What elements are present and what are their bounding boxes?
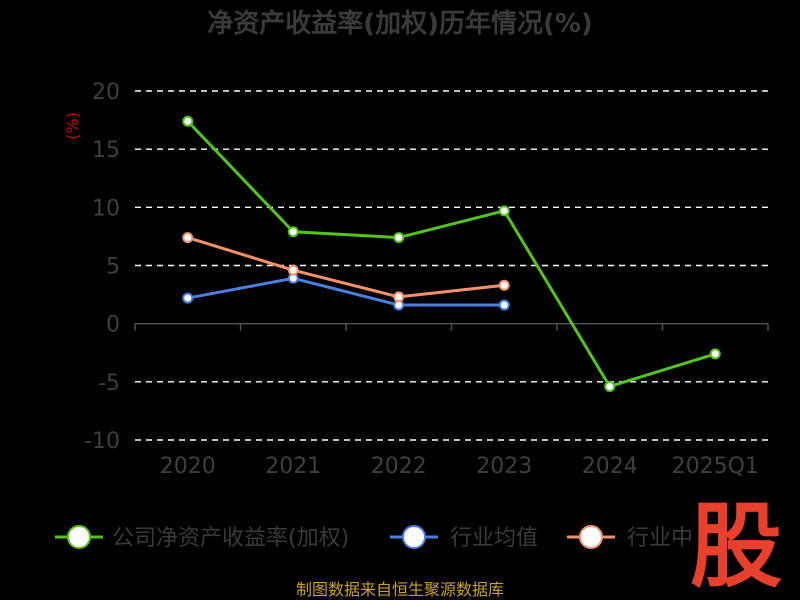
legend-item-2[interactable]: 行业均值 — [390, 525, 538, 551]
data-point — [498, 279, 510, 291]
legend-swatch-marker — [67, 525, 91, 549]
y-tick-label: -10 — [84, 429, 120, 454]
series-line — [186, 120, 716, 388]
data-point — [709, 348, 721, 360]
series-1 — [182, 115, 721, 392]
y-axis-unit-label: (%) — [63, 112, 82, 140]
data-point — [182, 292, 194, 304]
legend-swatch-marker — [402, 525, 426, 549]
data-point — [182, 232, 194, 244]
y-tick-label: 0 — [106, 313, 120, 338]
legend-item-1[interactable]: 公司净资产收益率(加权) — [55, 525, 349, 551]
legend-swatch-marker — [579, 525, 603, 549]
data-point — [287, 264, 299, 276]
y-tick-label: 10 — [92, 196, 120, 221]
source-note: 制图数据来自恒生聚源数据库 — [296, 580, 504, 599]
watermark-logo: 股 — [690, 493, 782, 600]
legend-label: 行业中 — [627, 526, 693, 551]
series-line — [187, 236, 505, 299]
chart-title: 净资产收益率(加权)历年情况(%) — [207, 8, 593, 39]
x-tick-label: 2021 — [265, 454, 321, 479]
series-3 — [182, 232, 510, 303]
y-tick-label: 20 — [92, 80, 120, 105]
y-tick-label: 15 — [92, 138, 120, 163]
data-point — [498, 205, 510, 217]
data-point — [393, 291, 405, 303]
data-point — [182, 115, 194, 127]
data-point — [498, 299, 510, 311]
y-axis-tick-labels: 20 15 10 5 0 -5 -10 — [84, 80, 120, 454]
series-2 — [182, 272, 510, 311]
x-tick-label: 2023 — [476, 454, 532, 479]
data-point — [393, 232, 405, 244]
legend-item-3[interactable]: 行业中 — [567, 525, 693, 551]
legend-label: 行业均值 — [450, 526, 538, 551]
x-axis-tick-labels: 2020 2021 2022 2023 2024 2025Q1 — [160, 454, 759, 479]
grid-lines — [135, 90, 768, 441]
x-tick-label: 2022 — [371, 454, 427, 479]
x-axis — [134, 322, 769, 331]
series-lines — [182, 115, 721, 392]
data-point — [604, 380, 616, 392]
x-tick-label: 2024 — [582, 454, 638, 479]
series-line — [187, 276, 505, 307]
x-tick-label: 2020 — [160, 454, 216, 479]
x-tick-label: 2025Q1 — [672, 454, 759, 479]
legend: 公司净资产收益率(加权) 行业均值 行业中 — [55, 525, 693, 551]
data-point — [287, 226, 299, 238]
y-tick-label: 5 — [106, 255, 120, 280]
y-tick-label: -5 — [98, 371, 120, 396]
legend-label: 公司净资产收益率(加权) — [112, 526, 349, 551]
